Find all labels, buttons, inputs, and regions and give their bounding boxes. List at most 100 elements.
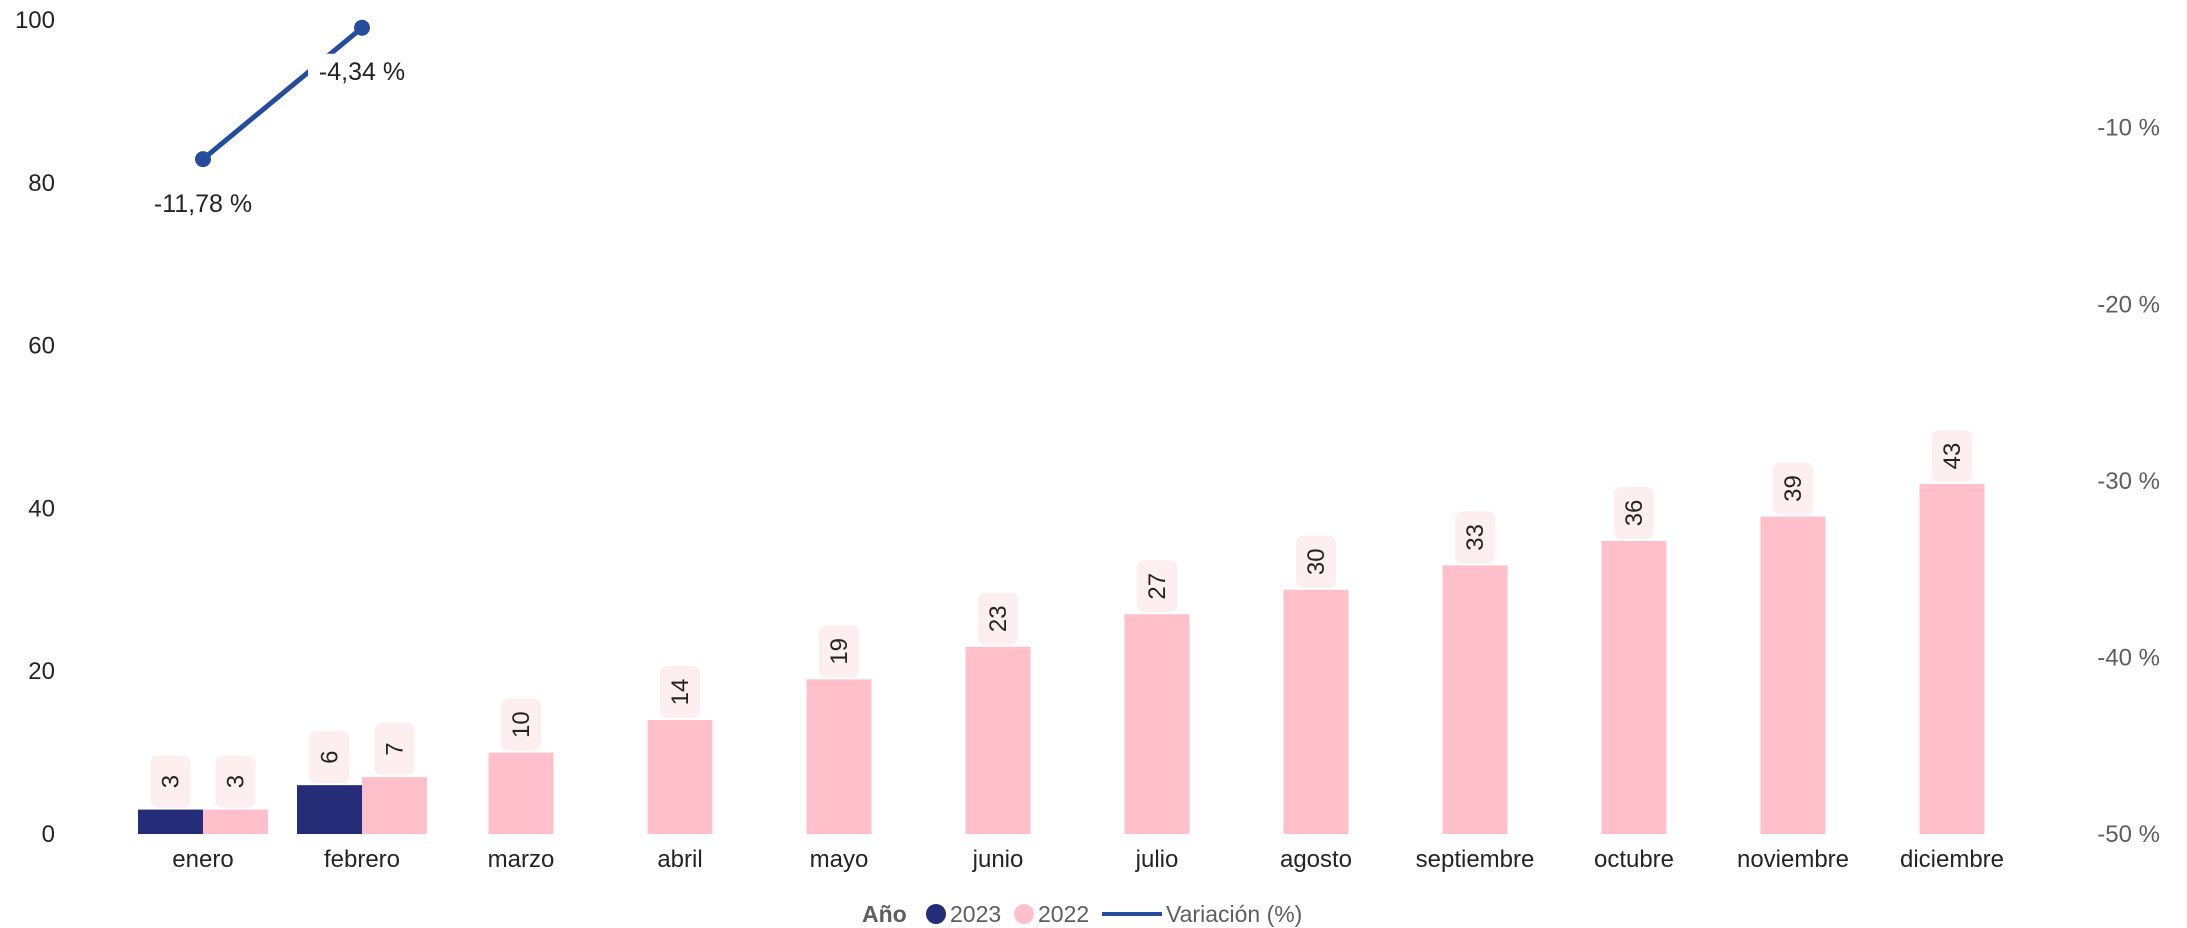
bar-data-label-background: [1773, 462, 1813, 515]
bar-2022-julio: [1124, 614, 1190, 834]
right-y-tick-label: -20 %: [2097, 291, 2160, 318]
bar-data-label-text: 3: [223, 775, 250, 788]
right-y-tick-label: -30 %: [2097, 468, 2160, 495]
bar-data-label-background: [1932, 429, 1972, 482]
bar-data-label: 43: [1932, 429, 1972, 482]
bar-2022-noviembre: [1760, 516, 1826, 834]
right-y-tick-label: -40 %: [2097, 644, 2160, 671]
line-data-label-background: [308, 53, 416, 88]
left-y-axis: 0 20 40 60 80 100: [15, 7, 55, 848]
x-category-label: noviembre: [1737, 846, 1849, 873]
bar-data-label-text: 14: [667, 679, 694, 706]
bar-2022-enero: [203, 809, 268, 834]
legend-item[interactable]: 2023: [926, 901, 1001, 927]
x-category-label: febrero: [324, 846, 400, 873]
line-series: [195, 19, 370, 168]
bar-2022-junio: [965, 646, 1031, 834]
bar-data-label: 19: [819, 625, 859, 678]
bar-data-label: 14: [660, 666, 700, 719]
left-y-tick-label: 80: [28, 170, 55, 197]
bar-data-label-background: [1614, 486, 1654, 539]
bar-2022-agosto: [1283, 589, 1349, 834]
bar-data-label: 6: [309, 731, 350, 784]
legend-label: 2022: [1038, 901, 1089, 927]
x-category-label: enero: [172, 846, 233, 873]
bar-data-label: 27: [1137, 560, 1177, 613]
bar-2022-abril: [647, 720, 713, 834]
bar-data-label: 7: [374, 723, 415, 776]
left-y-tick-label: 40: [28, 495, 55, 522]
chart-legend: Año 2023 2022 Variación (%): [862, 901, 1302, 927]
legend-marker-circle: [1014, 904, 1034, 924]
bar-data-label-text: 19: [826, 638, 853, 665]
bar-data-label-background: [309, 731, 350, 784]
bar-data-label: 23: [978, 592, 1018, 645]
bar-data-label-text: 36: [1621, 500, 1648, 527]
x-category-label: julio: [1135, 846, 1179, 873]
x-axis-category-labels: enero febrero marzo abril mayo junio julio agos…: [172, 846, 2004, 873]
bar-data-label-text: 27: [1144, 573, 1171, 600]
bar-series: [138, 483, 1985, 834]
left-y-tick-label: 0: [42, 821, 55, 848]
legend-label: 2023: [950, 901, 1001, 927]
line-data-label: -11,78 %: [154, 190, 252, 218]
legend-marker-circle: [926, 904, 946, 924]
bar-2022-febrero: [362, 777, 427, 834]
bar-data-label-text: 6: [317, 750, 344, 763]
x-category-label: diciembre: [1900, 846, 2004, 873]
variacion-point-enero: [195, 151, 211, 168]
right-y-tick-label: -10 %: [2097, 115, 2160, 142]
bar-2022-marzo: [488, 752, 554, 834]
left-y-tick-label: 60: [28, 333, 55, 360]
bar-data-label-background: [978, 592, 1018, 645]
bar-data-label: 39: [1773, 462, 1813, 515]
bar-data-label-text: 39: [1780, 475, 1807, 502]
bar-data-label-background: [1137, 560, 1177, 613]
legend-label: Variación (%): [1166, 901, 1302, 927]
bar-data-label: 3: [150, 755, 191, 808]
variacion-line: [201, 25, 364, 162]
bar-data-label-text: 33: [1462, 524, 1489, 551]
right-y-axis: -50 % -40 % -30 % -20 % -10 %: [2097, 115, 2160, 848]
bar-data-label-text: 7: [382, 742, 409, 755]
bar-data-label-text: 30: [1303, 548, 1330, 575]
bar-data-label-text: 43: [1939, 443, 1966, 470]
x-category-label: mayo: [810, 846, 869, 873]
bar-data-label: 30: [1296, 535, 1336, 588]
x-category-label: septiembre: [1416, 846, 1535, 873]
left-y-tick-label: 20: [28, 658, 55, 685]
line-data-label: -4,34 %: [319, 58, 405, 86]
bar-2022-diciembre: [1919, 483, 1985, 834]
bar-2023-enero: [138, 809, 203, 834]
bar-data-label-background: [819, 625, 859, 678]
x-category-label: junio: [972, 846, 1024, 873]
legend-title: Año: [862, 901, 907, 927]
line-data-labels: -11,78 % -4,34 %: [149, 53, 416, 221]
bar-data-label-text: 23: [985, 605, 1012, 632]
bar-data-label-text: 3: [158, 775, 185, 788]
bar-data-label-background: [215, 755, 256, 808]
bar-data-label-text: 10: [508, 711, 535, 738]
bar-data-label-background: [1296, 535, 1336, 588]
variacion-point-febrero: [354, 19, 370, 36]
legend-item[interactable]: 2022: [1014, 901, 1089, 927]
bar-data-label-background: [374, 723, 415, 776]
bar-data-label-background: [150, 755, 191, 808]
x-category-label: agosto: [1280, 846, 1352, 873]
bar-data-label-background: [1455, 511, 1495, 564]
x-category-label: octubre: [1594, 846, 1674, 873]
bar-2022-octubre: [1601, 540, 1667, 834]
right-y-tick-label: -50 %: [2097, 821, 2160, 848]
bar-data-label: 10: [501, 698, 541, 751]
legend-item[interactable]: Variación (%): [1102, 901, 1302, 927]
x-category-label: marzo: [488, 846, 555, 873]
bar-data-label: 36: [1614, 486, 1654, 539]
bar-data-label: 33: [1455, 511, 1495, 564]
bar-data-label-background: [660, 666, 700, 719]
bar-data-label-background: [501, 698, 541, 751]
bar-2022-mayo: [806, 679, 872, 834]
left-y-tick-label: 100: [15, 7, 55, 34]
